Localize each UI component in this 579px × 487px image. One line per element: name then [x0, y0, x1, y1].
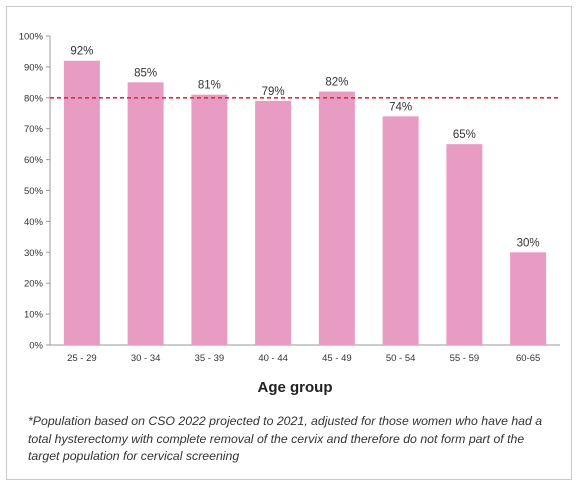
data-label-2: 85%: [134, 67, 157, 79]
x-axis-label: Age group: [258, 379, 333, 396]
x-tick-label-7: 55 - 59: [450, 353, 480, 364]
y-tick-label: 80%: [24, 93, 44, 104]
bar-2: [127, 82, 164, 345]
bar-chart: 0% 10% 20% 30% 40% 50% 60% 70% 80% 90% 100% 92% 85%…: [19, 32, 560, 396]
y-tick-label: 40%: [24, 217, 44, 228]
data-label-7: 65%: [453, 129, 476, 141]
data-label-3: 81%: [198, 80, 221, 92]
y-tick-label: 50%: [24, 186, 44, 197]
y-tick-label: 30%: [24, 248, 44, 259]
y-ticks: 0% 10% 20% 30% 40% 50% 60% 70% 80% 90% 100%: [19, 32, 50, 352]
bar-1: [63, 60, 100, 345]
y-tick-label: 70%: [24, 124, 44, 135]
data-label-1: 92%: [70, 46, 93, 58]
footnote: *Population based on CSO 2022 projected …: [28, 414, 543, 463]
y-tick-label: 20%: [24, 279, 44, 290]
data-label-8: 30%: [517, 237, 540, 249]
data-label-5: 82%: [325, 77, 348, 89]
y-tick-label: 0%: [29, 341, 43, 352]
data-labels: 92% 85% 81% 79% 82% 74% 65% 30%: [70, 46, 539, 250]
x-tick-label-3: 35 - 39: [195, 353, 225, 364]
y-tick-label: 10%: [24, 310, 44, 321]
data-label-6: 74%: [389, 101, 412, 113]
x-tick-label-2: 30 - 34: [131, 353, 161, 364]
bar-8: [510, 252, 547, 345]
x-tick-label-8: 60-65: [516, 353, 540, 364]
bar-4: [255, 100, 292, 345]
bar-7: [446, 144, 483, 345]
bars: [63, 60, 547, 346]
x-tick-label-1: 25 - 29: [67, 353, 97, 364]
y-tick-label: 60%: [24, 155, 44, 166]
x-ticks: 25 - 29 30 - 34 35 - 39 40 - 44 45 - 49 50 - …: [67, 353, 540, 364]
bar-5: [318, 91, 355, 346]
x-tick-label-6: 50 - 54: [386, 353, 416, 364]
bar-6: [382, 116, 419, 345]
y-tick-label: 100%: [19, 32, 44, 43]
x-tick-label-4: 40 - 44: [258, 353, 288, 364]
y-tick-label: 90%: [24, 62, 44, 73]
data-label-4: 79%: [262, 86, 285, 98]
x-tick-label-5: 45 - 49: [322, 353, 352, 364]
bar-3: [191, 94, 228, 346]
